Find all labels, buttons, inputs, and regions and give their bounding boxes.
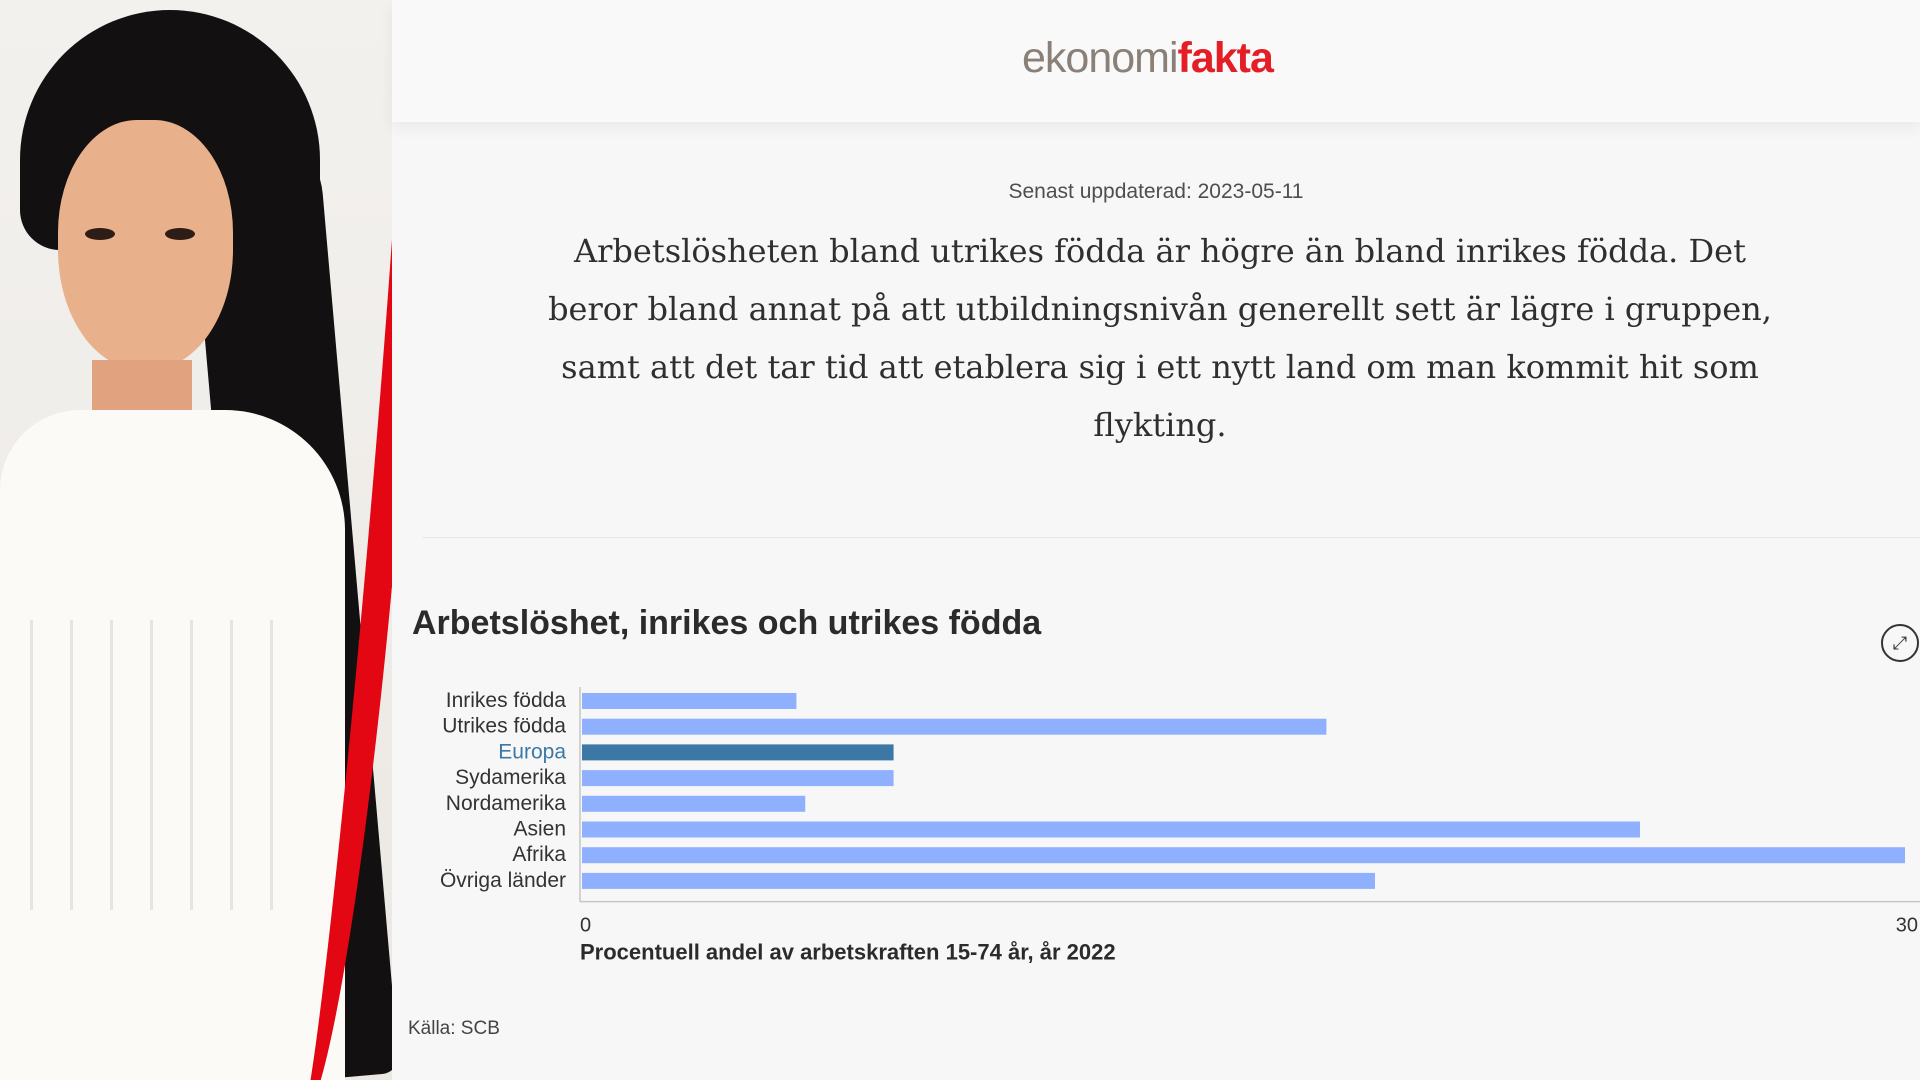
webpage: ekonomifakta Senast uppdaterad: 2023-05-… <box>392 0 1920 1080</box>
shirt-fringe <box>150 620 153 910</box>
x-axis-label: Procentuell andel av arbetskraften 15-74… <box>580 940 1116 965</box>
bar <box>582 693 797 709</box>
x-tick-label: 0 <box>580 915 591 937</box>
expand-button[interactable]: ⤢ <box>1881 624 1919 662</box>
shirt-fringe <box>110 620 113 910</box>
shirt-fringe <box>190 620 193 910</box>
right-eye <box>165 228 195 240</box>
last-updated: Senast uppdaterad: 2023-05-11 <box>1008 180 1304 203</box>
logo-text-part2: fakta <box>1177 34 1274 82</box>
section-divider <box>422 537 1920 538</box>
bar <box>582 744 894 761</box>
x-tick-label: 30 <box>1896 915 1918 937</box>
ekonomifakta-logo[interactable]: ekonomifakta <box>1022 34 1274 83</box>
bar <box>582 821 1640 838</box>
category-label: Europa <box>498 740 566 763</box>
bar <box>582 718 1327 735</box>
category-label: Nordamerika <box>446 792 567 815</box>
presenter-photo <box>0 0 392 1080</box>
white-fringe-shirt <box>0 410 345 1080</box>
shirt-fringe <box>270 620 273 910</box>
chart-source: Källa: SCB <box>408 1018 500 1039</box>
bar <box>582 847 1905 864</box>
face <box>58 120 233 370</box>
chart-title: Arbetslöshet, inrikes och utrikes födda <box>412 604 1042 642</box>
bar <box>582 872 1375 889</box>
logo-text-part1: ekonomi <box>1022 34 1179 82</box>
site-header: ekonomifakta <box>392 0 1920 122</box>
category-label: Övriga länder <box>440 869 566 892</box>
category-label: Utrikes födda <box>442 715 566 738</box>
shirt-fringe <box>230 620 233 910</box>
category-label: Sydamerika <box>455 766 566 789</box>
expand-icon: ⤢ <box>1892 632 1908 654</box>
category-label: Afrika <box>512 843 566 866</box>
shirt-fringe <box>70 620 73 910</box>
article-lead: Arbetslösheten bland utrikes födda är hö… <box>548 232 1772 444</box>
bar <box>582 770 894 787</box>
category-label: Inrikes födda <box>446 689 567 712</box>
category-label: Asien <box>513 818 566 841</box>
left-eye <box>85 228 115 240</box>
bar <box>582 795 806 812</box>
shirt-fringe <box>30 620 33 910</box>
